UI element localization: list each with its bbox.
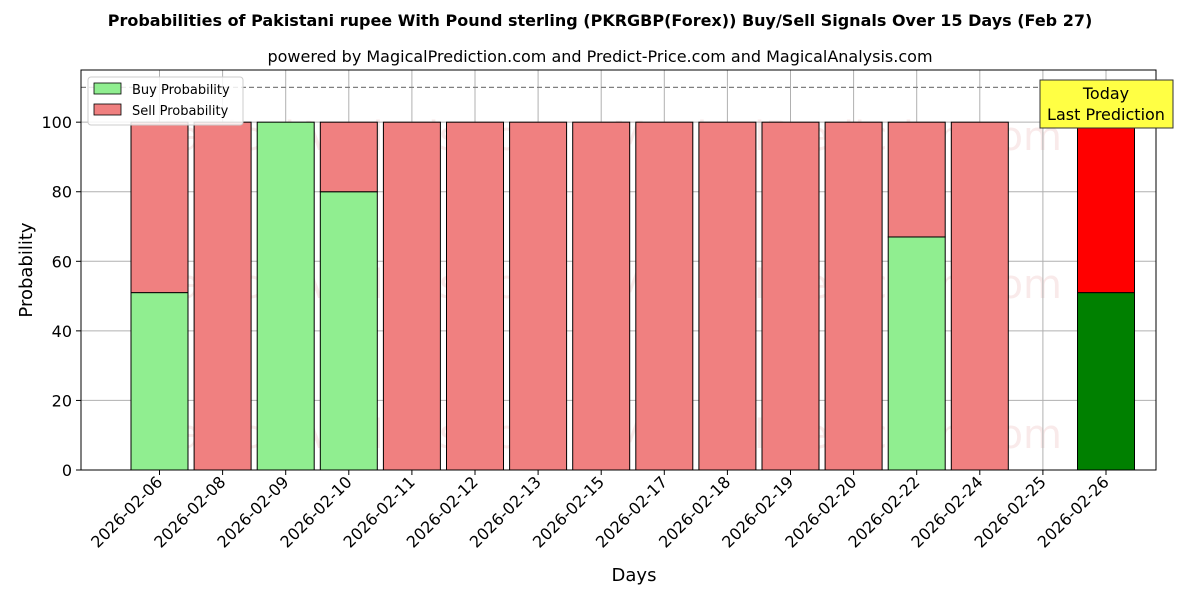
chart-subtitle: powered by MagicalPrediction.com and Pre… <box>267 47 932 66</box>
last-prediction-label: Last Prediction <box>1047 105 1165 124</box>
sell-bar <box>824 121 883 471</box>
buy-bar <box>319 191 378 471</box>
today-box <box>1039 79 1174 129</box>
sell-bar <box>130 121 189 294</box>
buy-bar <box>256 121 315 471</box>
y-tick-label: 20 <box>52 391 72 410</box>
sell-bar <box>193 121 252 471</box>
y-tick-label: 0 <box>62 461 72 480</box>
plot-frame <box>80 69 1157 471</box>
legend-buy-swatch <box>93 82 122 95</box>
buy-bar <box>130 292 189 471</box>
sell-bar <box>572 121 631 471</box>
sell-bar <box>635 121 694 471</box>
sell-bar <box>1077 121 1135 294</box>
y-tick-label: 80 <box>52 183 72 202</box>
sell-bar <box>382 121 441 471</box>
y-tick-label: 60 <box>52 252 72 271</box>
sell-bar <box>950 121 1009 471</box>
legend: Buy Probability Sell Probability <box>87 76 244 126</box>
buy-bar <box>1077 292 1135 471</box>
sell-bar <box>761 121 820 471</box>
legend-sell-swatch <box>93 103 122 116</box>
y-axis-label: Probability <box>16 222 37 317</box>
legend-sell-label: Sell Probability <box>132 104 229 119</box>
sell-bar <box>446 121 504 471</box>
legend-buy-label: Buy Probability <box>132 83 230 98</box>
sell-bar <box>319 121 378 193</box>
x-axis-label: Days <box>612 565 657 586</box>
y-tick-label: 40 <box>52 322 72 341</box>
sell-bar <box>698 121 757 471</box>
y-tick-label: 100 <box>41 113 72 132</box>
sell-bar <box>887 121 946 238</box>
today-annotation: Today Last Prediction <box>1039 79 1174 129</box>
buy-bar <box>887 236 946 471</box>
today-label: Today <box>1082 84 1129 103</box>
chart-title: Probabilities of Pakistani rupee With Po… <box>108 11 1093 30</box>
sell-bar <box>509 121 568 471</box>
